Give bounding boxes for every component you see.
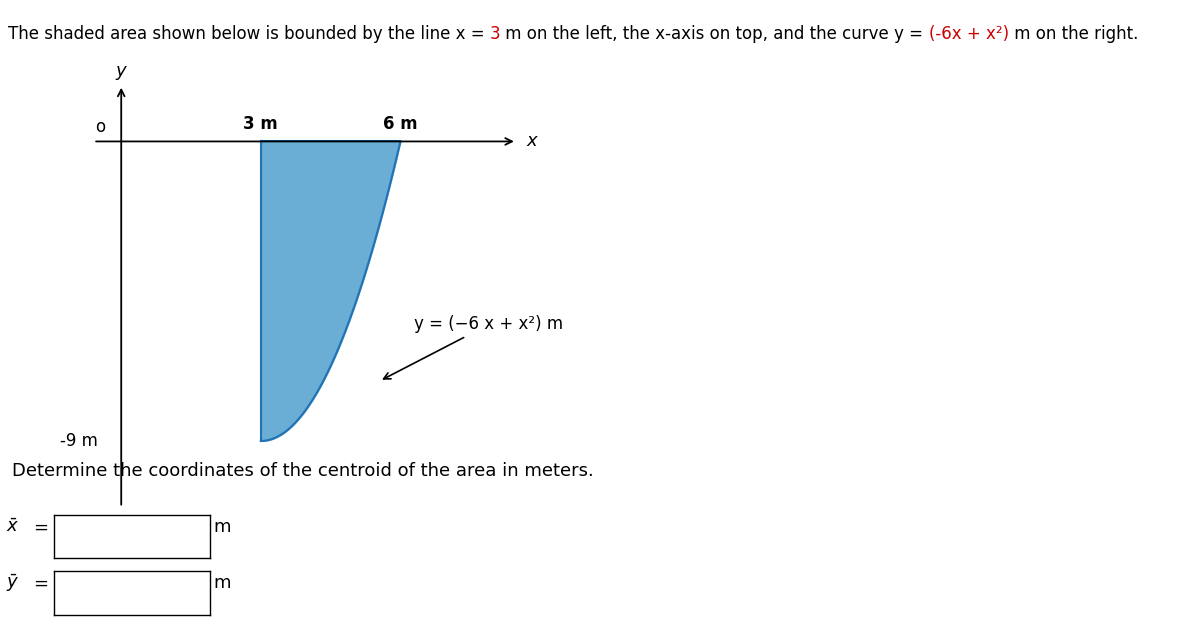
- Text: y: y: [116, 62, 126, 80]
- Text: =: =: [34, 575, 48, 592]
- Text: $\bar{x}$: $\bar{x}$: [6, 519, 19, 536]
- Text: (-6x + x²): (-6x + x²): [929, 26, 1009, 43]
- Text: m: m: [214, 519, 232, 536]
- Text: x: x: [526, 132, 536, 150]
- Text: =: =: [34, 519, 48, 536]
- Text: o: o: [95, 119, 104, 137]
- Text: m on the left, the x-axis on top, and the curve y =: m on the left, the x-axis on top, and th…: [500, 26, 929, 43]
- Text: m: m: [214, 575, 232, 592]
- Text: m on the right.: m on the right.: [1009, 26, 1139, 43]
- Text: y = (−6 x + x²) m: y = (−6 x + x²) m: [384, 316, 564, 379]
- Text: 3 m: 3 m: [244, 115, 278, 133]
- Text: The shaded area shown below is bounded by the line x =: The shaded area shown below is bounded b…: [8, 26, 490, 43]
- Text: 6 m: 6 m: [383, 115, 418, 133]
- Text: $\bar{y}$: $\bar{y}$: [6, 573, 19, 594]
- Text: 3: 3: [490, 26, 500, 43]
- Text: Determine the coordinates of the centroid of the area in meters.: Determine the coordinates of the centroi…: [12, 462, 594, 480]
- Text: -9 m: -9 m: [60, 432, 98, 450]
